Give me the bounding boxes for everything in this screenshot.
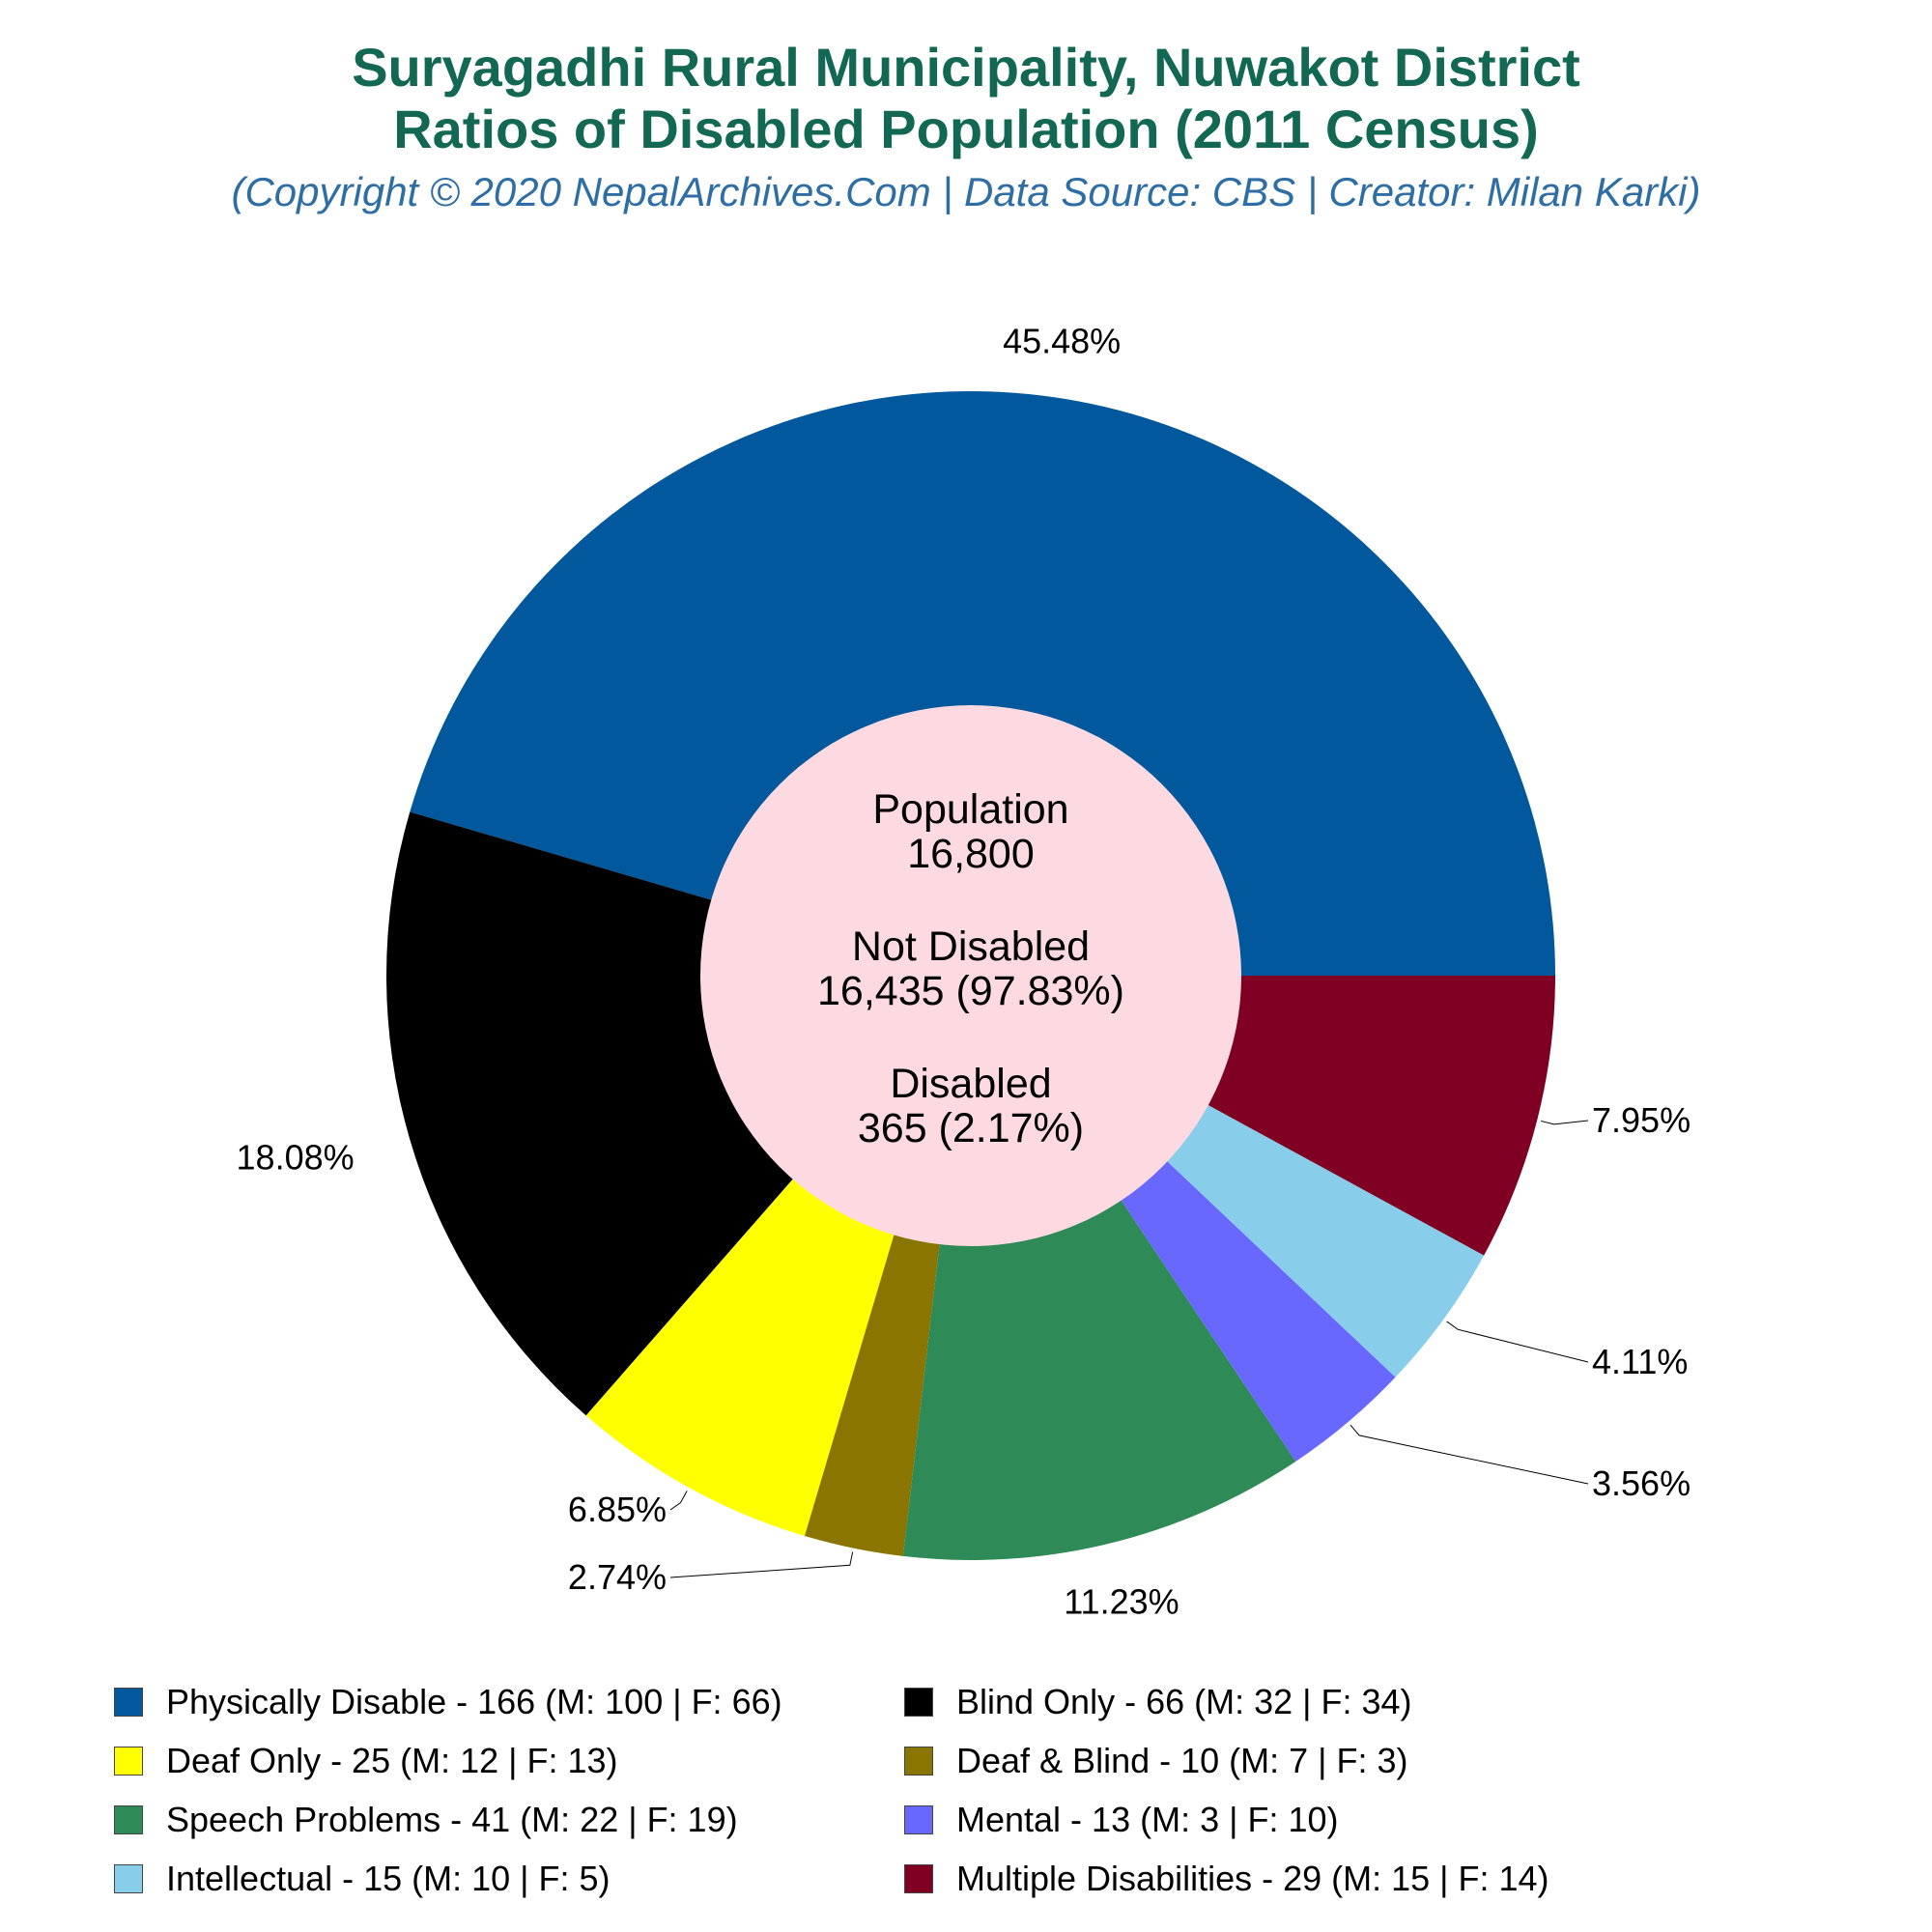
- legend-label: Multiple Disabilities - 29 (M: 15 | F: 1…: [956, 1859, 1549, 1898]
- leader-line-mental: [1350, 1424, 1589, 1485]
- leader-line-deaf-only: [669, 1491, 688, 1511]
- legend-item-deaf-and-blind: Deaf & Blind - 10 (M: 7 | F: 3): [904, 1732, 1408, 1790]
- legend-swatch: [114, 1688, 143, 1717]
- legend-swatch: [114, 1747, 143, 1776]
- center-population-label: Population: [872, 786, 1068, 833]
- percent-label-intellectual: 4.11%: [1592, 1342, 1688, 1381]
- center-disabled-label: Disabled: [890, 1061, 1051, 1107]
- legend-label: Deaf Only - 25 (M: 12 | F: 13): [166, 1741, 618, 1780]
- legend-swatch: [904, 1805, 933, 1834]
- legend-label: Deaf & Blind - 10 (M: 7 | F: 3): [956, 1741, 1408, 1780]
- legend-label: Physically Disable - 166 (M: 100 | F: 66…: [166, 1682, 782, 1721]
- legend-item-speech-problems: Speech Problems - 41 (M: 22 | F: 19): [114, 1791, 738, 1849]
- legend-swatch: [904, 1864, 933, 1893]
- legend-label: Mental - 13 (M: 3 | F: 10): [956, 1800, 1339, 1839]
- legend-label: Blind Only - 66 (M: 32 | F: 34): [956, 1682, 1412, 1721]
- leader-line-intellectual: [1446, 1321, 1589, 1363]
- legend-label: Intellectual - 15 (M: 10 | F: 5): [166, 1859, 611, 1898]
- legend-item-deaf-only: Deaf Only - 25 (M: 12 | F: 13): [114, 1732, 618, 1790]
- leader-line-deaf-and-blind: [669, 1551, 854, 1578]
- percent-label-speech-problems: 11.23%: [1064, 1581, 1179, 1621]
- center-not-disabled-value: 16,435 (97.83%): [817, 968, 1124, 1014]
- chart-title-line2: Ratios of Disabled Population (2011 Cens…: [393, 99, 1539, 159]
- legend-label: Speech Problems - 41 (M: 22 | F: 19): [166, 1800, 738, 1839]
- percent-label-multiple-disabilities: 7.95%: [1592, 1100, 1690, 1140]
- center-population-value: 16,800: [907, 831, 1035, 877]
- center-disabled-value: 365 (2.17%): [858, 1105, 1084, 1151]
- legend-item-multiple-disabilities: Multiple Disabilities - 29 (M: 15 | F: 1…: [904, 1850, 1549, 1908]
- percent-label-mental: 3.56%: [1592, 1463, 1690, 1503]
- percent-label-deaf-and-blind: 2.74%: [568, 1557, 667, 1597]
- legend-item-intellectual: Intellectual - 15 (M: 10 | F: 5): [114, 1850, 611, 1908]
- center-not-disabled-label: Not Disabled: [852, 923, 1090, 970]
- chart-title-block: Suryagadhi Rural Municipality, Nuwakot D…: [0, 37, 1932, 220]
- percent-label-blind-only: 18.08%: [237, 1137, 355, 1177]
- legend-item-physically-disable: Physically Disable - 166 (M: 100 | F: 66…: [114, 1673, 782, 1731]
- legend-item-blind-only: Blind Only - 66 (M: 32 | F: 34): [904, 1673, 1412, 1731]
- leader-lines: [669, 1120, 1589, 1578]
- chart-title-line1: Suryagadhi Rural Municipality, Nuwakot D…: [352, 37, 1580, 98]
- chart-subtitle: (Copyright © 2020 NepalArchives.Com | Da…: [231, 169, 1701, 214]
- percent-label-deaf-only: 6.85%: [568, 1490, 667, 1529]
- legend-item-mental: Mental - 13 (M: 3 | F: 10): [904, 1791, 1338, 1849]
- legend-swatch: [904, 1747, 933, 1776]
- percent-labels: 45.48% 18.08% 6.85% 2.74% 11.23% 3.56% 4.11% 7.…: [237, 322, 1691, 1622]
- legend-swatch: [114, 1805, 143, 1834]
- percent-label-physically-disable: 45.48%: [1003, 322, 1121, 361]
- center-hole: [700, 705, 1241, 1246]
- legend-swatch: [114, 1864, 143, 1893]
- slice-physically-disable: [410, 390, 1555, 976]
- legend-swatch: [904, 1688, 933, 1717]
- leader-line-multiple-disabilities: [1541, 1120, 1589, 1125]
- center-text: Population 16,800 Not Disabled 16,435 (9…: [817, 786, 1124, 1151]
